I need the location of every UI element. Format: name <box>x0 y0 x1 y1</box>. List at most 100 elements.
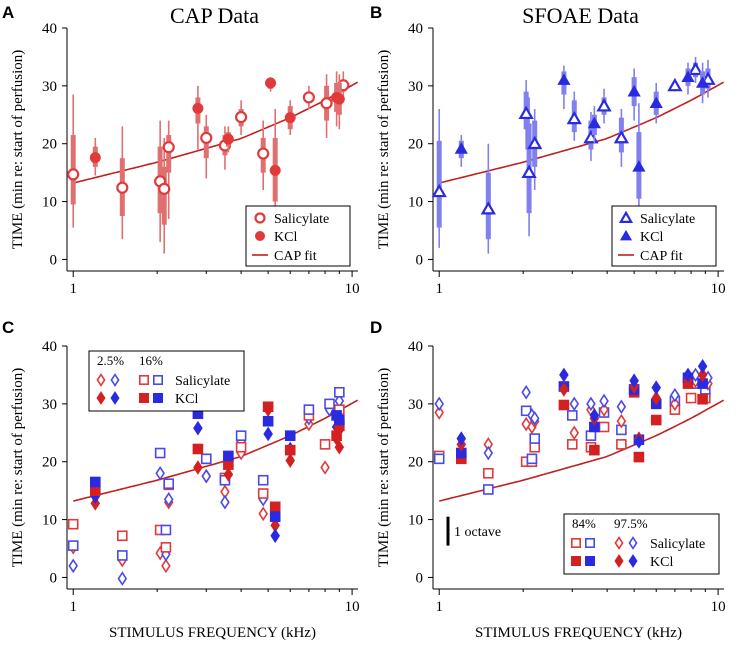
legend-header-a: 2.5% <box>97 353 124 368</box>
data-point-salicylate-84- <box>526 453 538 465</box>
data-point-salicylate <box>480 201 496 215</box>
legend-header-a: 84% <box>572 516 596 531</box>
legend-marker <box>153 392 164 403</box>
data-point-salicylate-16- <box>334 386 345 398</box>
data-point-kcl-2-5- <box>193 460 203 475</box>
cap-fit-line <box>73 399 359 502</box>
data-point-salicylate-16- <box>163 478 175 490</box>
legend-marker <box>96 391 106 405</box>
panel-letter-A: A <box>2 3 14 22</box>
legend-marker <box>584 555 595 566</box>
data-point-salicylate-84- <box>616 439 627 450</box>
y-tick-label: 40 <box>42 21 57 37</box>
legend-marker <box>153 374 164 385</box>
data-point-kcl-97-5- <box>683 367 693 383</box>
legend-marker <box>139 392 150 403</box>
data-point-salicylate-97-5- <box>670 396 680 412</box>
y-tick-label: 10 <box>42 513 57 529</box>
data-point-salicylate-84- <box>529 433 541 444</box>
data-point-salicylate-97-5- <box>599 393 609 409</box>
data-point-salicylate <box>257 147 270 160</box>
data-point-kcl <box>587 116 601 129</box>
y-tick-label: 30 <box>42 397 57 413</box>
data-point-salicylate <box>596 98 612 112</box>
x-axis-label: STIMULUS FREQUENCY (kHz) <box>109 625 316 641</box>
data-point-salicylate <box>67 168 80 181</box>
data-point-salicylate <box>235 110 248 124</box>
data-point-salicylate-2-5- <box>220 494 230 510</box>
x-tick-label: 10 <box>711 599 726 615</box>
legend-marker-kcl <box>255 231 265 241</box>
data-point-kcl-84- <box>558 399 570 411</box>
legend-label-kcl: KCl <box>640 230 663 245</box>
y-tick-label: 40 <box>42 339 57 355</box>
y-tick-label: 20 <box>408 455 423 471</box>
data-point-salicylate-84- <box>585 430 597 441</box>
data-point-salicylate-2-5- <box>258 506 268 522</box>
legend-marker-kcl <box>619 229 633 241</box>
data-point-salicylate-97-5- <box>434 405 444 420</box>
legend-marker <box>110 391 120 405</box>
data-point-kcl-2-5- <box>193 420 203 436</box>
y-tick-label: 30 <box>408 397 423 413</box>
legend-C: 2.5% 16% Salicylate KCl <box>88 350 245 412</box>
data-point-kcl <box>681 70 695 82</box>
legend-header-b: 16% <box>139 353 163 368</box>
data-point-salicylate-97-5- <box>434 396 444 412</box>
legend-label-kcl: KCl <box>175 392 198 407</box>
panel-B: 0 10 20 30 40 1 10 TIME (min re: start of perfu… <box>370 3 726 297</box>
data-point-kcl <box>632 160 646 172</box>
x-tick-label: 1 <box>435 281 443 297</box>
data-point-salicylate-84- <box>685 392 697 404</box>
y-tick-label: 40 <box>408 21 423 37</box>
legend-marker <box>139 374 150 385</box>
data-point-salicylate-2-5- <box>117 571 128 586</box>
legend-marker-salicylate <box>618 210 634 223</box>
data-point-salicylate-84- <box>483 467 494 479</box>
y-axis-label: TIME (min re: start of perfusion) <box>10 50 26 250</box>
x-tick-label: 1 <box>435 599 443 615</box>
legend-label-salicylate: Salicylate <box>274 212 329 227</box>
data-point-salicylate-97-5- <box>529 411 540 426</box>
data-point-salicylate-97-5- <box>599 402 609 417</box>
y-tick-label: 0 <box>416 570 424 586</box>
data-point-kcl-16- <box>262 401 274 413</box>
data-point-kcl-84- <box>697 393 708 405</box>
data-point-kcl-16- <box>269 501 281 513</box>
x-tick-label: 10 <box>345 599 360 615</box>
data-point-salicylate <box>521 164 537 179</box>
y-tick-label: 40 <box>408 339 423 355</box>
data-point-salicylate-16- <box>117 550 128 561</box>
panel-A: 0 10 20 30 40 1 10 TIME (min re: start of perfu… <box>2 3 360 297</box>
y-tick-label: 20 <box>42 455 57 471</box>
legend-A: Salicylate KCl CAP fit <box>245 205 351 267</box>
data-point-salicylate <box>566 110 582 125</box>
octave-scale-label: 1 octave <box>454 525 501 540</box>
legend-label-kcl: KCl <box>274 230 297 245</box>
data-point-kcl-16- <box>284 444 296 456</box>
data-point-kcl-97-5- <box>651 390 662 406</box>
legend-marker <box>570 555 581 566</box>
legend-marker-salicylate <box>254 212 266 224</box>
data-point-salicylate-2-5- <box>68 558 78 574</box>
x-tick-label: 1 <box>69 599 77 615</box>
data-point-salicylate <box>667 77 683 92</box>
y-tick-label: 10 <box>42 195 57 211</box>
legend-D: 84% 97.5%Salicylate KCl <box>563 513 720 575</box>
panel-letter-B: B <box>370 3 382 22</box>
data-point-kcl-2-5- <box>270 528 280 544</box>
legend-marker <box>614 536 624 550</box>
data-point-salicylate-16- <box>235 441 247 453</box>
data-point-kcl <box>269 164 281 176</box>
data-point-salicylate-16- <box>67 518 79 530</box>
data-point-kcl-16- <box>89 476 101 488</box>
data-point-salicylate <box>320 97 333 110</box>
data-point-kcl-16- <box>223 459 234 470</box>
data-point-kcl-2-5- <box>285 453 296 468</box>
data-point-kcl <box>649 96 663 109</box>
data-point-kcl-2-5- <box>334 439 345 455</box>
data-point-kcl <box>192 102 204 114</box>
y-tick-label: 30 <box>408 79 423 95</box>
y-axis-label: TIME (min re: start of perfusion) <box>376 50 392 250</box>
data-point-salicylate-16- <box>160 542 172 553</box>
